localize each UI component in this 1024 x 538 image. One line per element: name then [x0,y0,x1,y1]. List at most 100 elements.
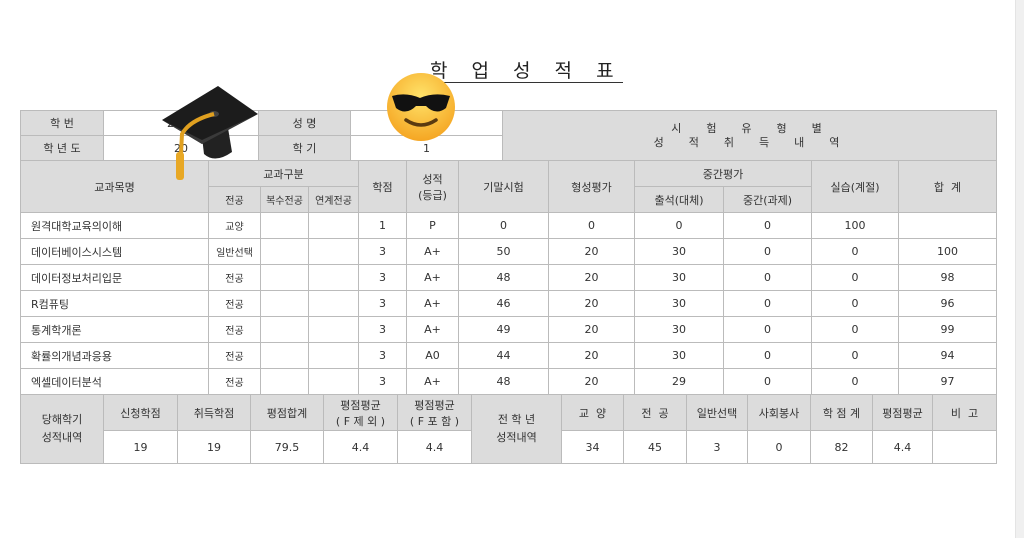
total-score [898,212,998,239]
course-credits: 3 [358,290,407,317]
course-category: 전공 [208,368,261,395]
final-header: 기말시험 [458,160,549,213]
course-name: 엑셀데이터분석 [20,368,209,395]
practice-header: 실습(계절) [811,160,900,213]
linked-major [308,342,359,369]
remarks-label: 비 고 [932,394,997,431]
final-score: 0 [458,212,549,239]
earned-credits: 19 [177,430,251,464]
total-score: 94 [898,342,998,369]
gpa-incl: 4.4 [397,430,472,464]
total-score: 98 [898,264,998,291]
gpa-label: 평점평균 [872,394,933,431]
double-major [260,264,309,291]
table-row: 확률의개념과응용 전공 3 A0 44 20 30 0 0 94 [20,342,998,369]
formative-score: 20 [548,316,635,343]
category-header: 교과구분 [208,160,359,187]
formative-score: 20 [548,290,635,317]
table-row: 데이터정보처리입문 전공 3 A+ 48 20 30 0 0 98 [20,264,998,291]
gpa-incl-label: 평점평균 ( F 포 함 ) [397,394,472,431]
final-score: 46 [458,290,549,317]
total-credits-label: 학 점 계 [810,394,873,431]
course-credits: 3 [358,368,407,395]
attendance-score: 30 [634,316,724,343]
applied-credits: 19 [103,430,178,464]
scrollbar[interactable] [1015,0,1024,538]
exam-header-line1: 시 험 유 형 별 [671,121,828,135]
midterm-score: 0 [722,264,813,291]
midterm-score: 0 [722,342,813,369]
formative-score: 20 [548,264,635,291]
table-row: 통계학개론 전공 3 A+ 49 20 30 0 0 99 [20,316,998,343]
attendance-score: 30 [634,342,724,369]
double-major [260,290,309,317]
double-major [260,342,309,369]
midterm-score: 0 [722,238,813,265]
practice-score: 0 [811,342,900,369]
linked-major [308,316,359,343]
total-score: 100 [898,238,998,265]
elective-label: 일반선택 [686,394,748,431]
overall-gpa: 4.4 [872,430,933,464]
gp-sum: 79.5 [250,430,324,464]
mid-task-header: 중간(과제) [722,186,813,213]
course-grade: A+ [406,290,459,317]
total-header: 합 계 [898,160,998,213]
midterm-score: 0 [722,290,813,317]
course-credits: 3 [358,238,407,265]
practice-score: 0 [811,264,900,291]
formative-score: 20 [548,368,635,395]
course-grade: A+ [406,264,459,291]
course-grade: A+ [406,368,459,395]
course-grade: A+ [406,238,459,265]
double-major [260,238,309,265]
formative-score: 20 [548,238,635,265]
attendance-score: 29 [634,368,724,395]
course-name: 데이터베이스시스템 [20,238,209,265]
liberal-credits: 34 [561,430,624,464]
linked-major [308,290,359,317]
course-category: 전공 [208,290,261,317]
course-name: R컴퓨팅 [20,290,209,317]
course-category: 일반선택 [208,238,261,265]
applied-credits-label: 신청학점 [103,394,178,431]
grade-header: 성적 (등급) [406,160,459,213]
course-credits: 3 [358,316,407,343]
linked-major [308,264,359,291]
all-years-label: 전 학 년 성적내역 [471,394,562,464]
final-score: 49 [458,316,549,343]
course-category: 교양 [208,212,261,239]
grades-table: 교과목명 교과구분 학점 성적 (등급) 기말시험 형성평가 중간평가 실습(계… [20,160,998,395]
page-title: 학 업 성 적 표 [430,60,623,83]
attendance-score: 0 [634,212,724,239]
course-category: 전공 [208,316,261,343]
remarks [932,430,997,464]
double-major [260,368,309,395]
major-total-label: 전 공 [623,394,687,431]
total-credits: 82 [810,430,873,464]
earned-credits-label: 취득학점 [177,394,251,431]
service-label: 사회봉사 [747,394,811,431]
double-major [260,316,309,343]
student-id-label: 학 번 [20,110,104,136]
table-row: R컴퓨팅 전공 3 A+ 46 20 30 0 0 96 [20,290,998,317]
formative-score: 0 [548,212,635,239]
linked-major-header: 연계전공 [308,186,359,213]
semester-summary-label: 당해학기 성적내역 [20,394,104,464]
practice-score: 0 [811,316,900,343]
attendance-header: 출석(대체) [634,186,724,213]
course-grade: A+ [406,316,459,343]
course-category: 전공 [208,342,261,369]
final-score: 44 [458,342,549,369]
attendance-score: 30 [634,264,724,291]
practice-score: 0 [811,368,900,395]
major-header: 전공 [208,186,261,213]
course-credits: 3 [358,264,407,291]
linked-major [308,212,359,239]
year-label: 학 년 도 [20,135,104,161]
table-row: 엑셀데이터분석 전공 3 A+ 48 20 29 0 0 97 [20,368,998,395]
midterm-score: 0 [722,316,813,343]
total-score: 99 [898,316,998,343]
sunglasses-smiley-icon [387,73,455,141]
